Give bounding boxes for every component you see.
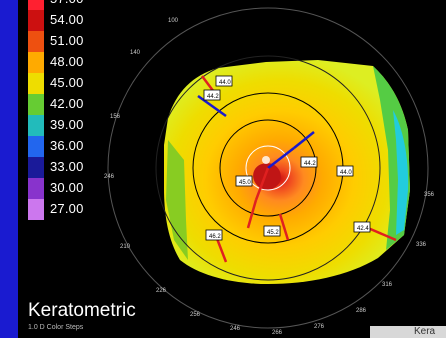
ring-2 bbox=[219, 119, 317, 217]
kvalue-label-7: 46.2 bbox=[205, 229, 223, 241]
svg-text:44.0: 44.0 bbox=[340, 170, 352, 176]
scale-value: 30.00 bbox=[50, 180, 84, 195]
topography-colormap bbox=[164, 60, 410, 284]
scale-value: 39.00 bbox=[50, 117, 84, 132]
degree-label: 156 bbox=[110, 114, 121, 120]
kvalue-label-8: 42.4 bbox=[353, 221, 371, 233]
map-subtitle: 1.0 D Color Steps bbox=[28, 324, 84, 331]
scale-value: 51.00 bbox=[50, 33, 84, 48]
scale-swatch bbox=[28, 52, 44, 73]
svg-text:42.4: 42.4 bbox=[357, 226, 369, 232]
keratometric-panel: 44.0 44.2 44.2 44.0 45.0 45.2 bbox=[18, 0, 446, 338]
ring-4 bbox=[155, 55, 381, 281]
scale-row: 30.00 bbox=[28, 178, 100, 199]
cyan-edge-right bbox=[393, 110, 409, 235]
kvalue-label-3: 44.2 bbox=[300, 156, 318, 168]
degree-label: 226 bbox=[156, 288, 167, 294]
scale-row: 54.00 bbox=[28, 10, 100, 31]
svg-text:45.0: 45.0 bbox=[239, 180, 251, 186]
scale-row: 48.00 bbox=[28, 52, 100, 73]
kvalue-label-1: 44.0 bbox=[215, 75, 233, 87]
scale-swatch bbox=[28, 115, 44, 136]
scale-value: 48.00 bbox=[50, 54, 84, 69]
meridian-mid-2 bbox=[246, 199, 258, 229]
scale-value: 33.00 bbox=[50, 159, 84, 174]
scale-row: 57.00 bbox=[28, 0, 100, 10]
scale-row: 36.00 bbox=[28, 136, 100, 157]
degree-label: 246 bbox=[230, 326, 241, 332]
scale-value: 45.00 bbox=[50, 75, 84, 90]
degree-label: 256 bbox=[190, 312, 201, 318]
meridian-outer-5 bbox=[367, 226, 397, 242]
scale-value: 57.00 bbox=[50, 0, 84, 6]
scale-swatch bbox=[28, 94, 44, 115]
svg-text:46.2: 46.2 bbox=[209, 234, 221, 240]
scale-value: 27.00 bbox=[50, 201, 84, 216]
scale-swatch bbox=[28, 73, 44, 94]
svg-text:44.2: 44.2 bbox=[207, 94, 219, 100]
scale-row: 45.00 bbox=[28, 73, 100, 94]
ring-1 bbox=[245, 145, 291, 191]
svg-text:45.2: 45.2 bbox=[267, 230, 279, 236]
scale-swatch bbox=[28, 136, 44, 157]
scale-value: 42.00 bbox=[50, 96, 84, 111]
scale-swatch bbox=[28, 157, 44, 178]
kvalue-label-5: 45.0 bbox=[235, 175, 253, 187]
red-hotspot bbox=[253, 163, 281, 190]
degree-label: 286 bbox=[356, 308, 367, 314]
degree-label: 100 bbox=[168, 18, 179, 24]
scale-value: 36.00 bbox=[50, 138, 84, 153]
left-border bbox=[0, 0, 18, 338]
svg-text:44.2: 44.2 bbox=[304, 161, 316, 167]
svg-text:44.0: 44.0 bbox=[219, 80, 231, 86]
scale-swatch bbox=[28, 0, 44, 10]
meridian-mid-1 bbox=[293, 131, 315, 149]
meridian-steep-1 bbox=[267, 147, 295, 169]
scale-row: 39.00 bbox=[28, 115, 100, 136]
scale-swatch bbox=[28, 31, 44, 52]
kvalue-label-2: 44.2 bbox=[203, 89, 221, 101]
degree-label: 356 bbox=[424, 192, 435, 198]
degree-label: 336 bbox=[416, 242, 427, 248]
green-edge-left bbox=[166, 140, 188, 260]
degree-label: 276 bbox=[314, 324, 325, 330]
degree-label: 266 bbox=[272, 330, 283, 336]
keratometric-tab[interactable]: Kera bbox=[370, 326, 446, 338]
scale-swatch bbox=[28, 10, 44, 31]
scale-row: 42.00 bbox=[28, 94, 100, 115]
degree-label: 140 bbox=[130, 50, 141, 56]
scale-swatch bbox=[28, 178, 44, 199]
outer-degree-ring bbox=[107, 7, 429, 329]
meridian-steep-2 bbox=[254, 167, 270, 201]
meridian-outer-3 bbox=[278, 213, 290, 241]
map-title: Keratometric bbox=[28, 300, 136, 321]
kvalue-label-6: 45.2 bbox=[263, 225, 281, 237]
corneal-topography-map: 44.0 44.2 44.2 44.0 45.0 45.2 bbox=[104, 7, 435, 336]
center-highlight bbox=[262, 156, 270, 164]
degree-label: 246 bbox=[104, 174, 115, 180]
degree-label: 316 bbox=[382, 282, 393, 288]
kvalue-label-4: 44.0 bbox=[336, 165, 354, 177]
scale-swatch bbox=[28, 199, 44, 220]
scale-value: 54.00 bbox=[50, 12, 84, 27]
scale-row: 33.00 bbox=[28, 157, 100, 178]
scale-row: 51.00 bbox=[28, 31, 100, 52]
meridian-outer-1 bbox=[197, 94, 227, 118]
degree-label: 210 bbox=[120, 244, 131, 250]
meridian-outer-2 bbox=[201, 75, 215, 93]
scale-row: 27.00 bbox=[28, 199, 100, 220]
